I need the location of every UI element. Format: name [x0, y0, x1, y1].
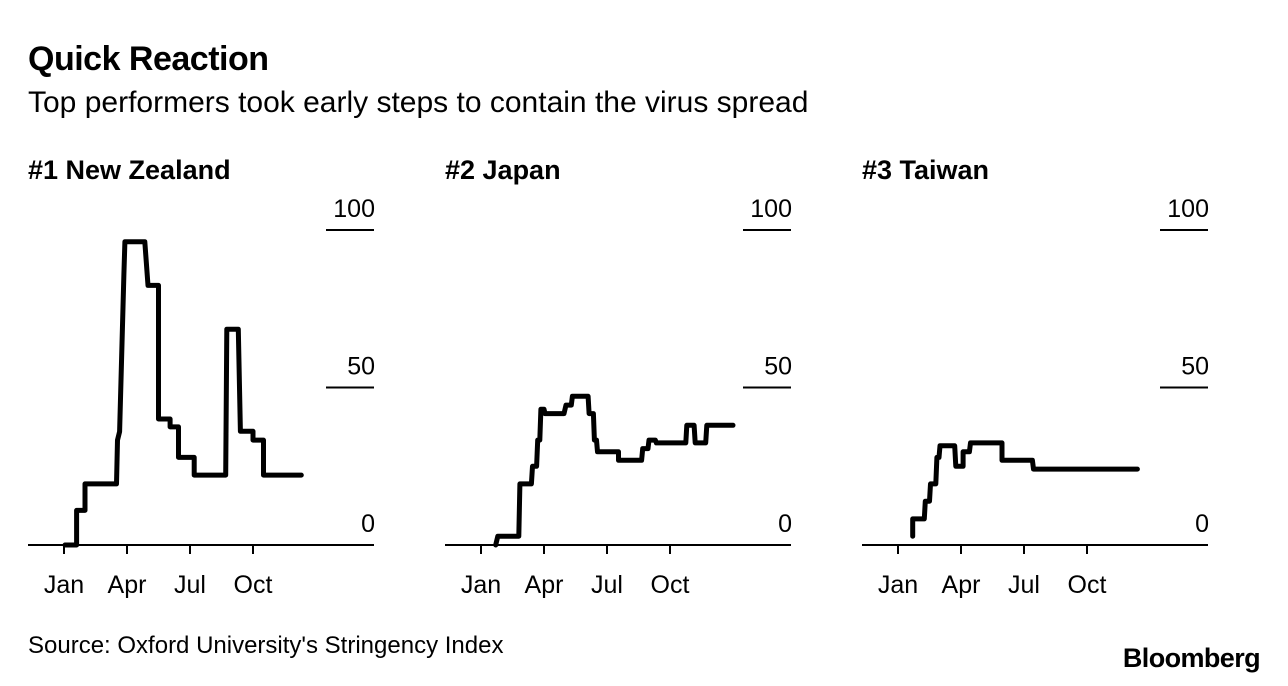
chart-panel-new-zealand: 100 50 0 Jan Apr Jul Oct [28, 195, 375, 599]
y-tick-label: 50 [1181, 353, 1209, 381]
x-tick-label: Jan [44, 571, 84, 599]
x-tick-label: Jan [461, 571, 501, 599]
y-tick-label: 50 [347, 353, 375, 381]
panel-title-taiwan: #3 Taiwan [862, 155, 990, 185]
chart-subtitle: Top performers took early steps to conta… [28, 86, 809, 119]
x-tick-label: Jul [1008, 571, 1040, 599]
bloomberg-logo: Bloomberg [1122, 643, 1261, 673]
panel-title-new-zealand: #1 New Zealand [28, 155, 231, 185]
series-line-japan [493, 393, 736, 548]
chart-panel-japan: 100 50 0 Jan Apr Jul Oct [445, 195, 792, 599]
x-tick-label: Jul [174, 571, 206, 599]
series-line-new-zealand [62, 239, 304, 548]
x-tick-label: Oct [651, 571, 690, 599]
y-tick-label: 50 [764, 353, 792, 381]
x-tick-label: Jan [878, 571, 918, 599]
x-tick-label: Apr [525, 571, 564, 599]
y-tick-label: 100 [750, 195, 792, 223]
y-tick-label: 100 [1167, 195, 1209, 223]
y-tick-label: 0 [1195, 510, 1209, 538]
chart-title: Quick Reaction [28, 40, 269, 78]
y-tick-label: 100 [333, 195, 375, 223]
x-tick-label: Apr [942, 571, 981, 599]
x-tick-label: Oct [234, 571, 273, 599]
x-tick-label: Oct [1068, 571, 1107, 599]
panel-title-japan: #2 Japan [445, 155, 561, 185]
x-tick-label: Jul [591, 571, 623, 599]
source-note: Source: Oxford University's Stringency I… [28, 632, 504, 659]
y-tick-label: 0 [778, 510, 792, 538]
chart-panel-taiwan: 100 50 0 Jan Apr Jul Oct [862, 195, 1209, 599]
series-line-taiwan [910, 440, 1140, 539]
y-tick-label: 0 [361, 510, 375, 538]
x-tick-label: Apr [108, 571, 147, 599]
